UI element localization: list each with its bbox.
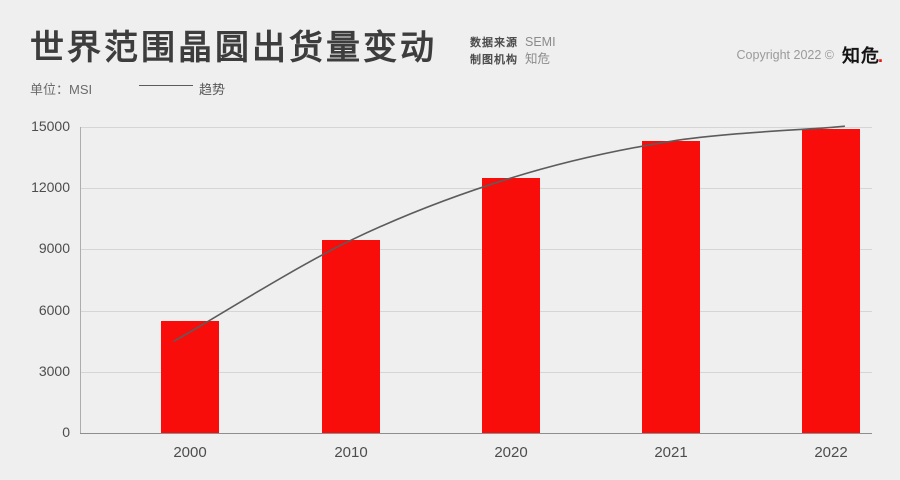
gridline bbox=[80, 249, 872, 251]
y-tick-label: 0 bbox=[62, 424, 70, 440]
y-tick-label: 15000 bbox=[31, 118, 70, 134]
x-tick-label: 2000 bbox=[173, 444, 207, 461]
page-title: 世界范围晶圆出货量变动 bbox=[30, 29, 437, 67]
bar-2010 bbox=[322, 240, 380, 433]
y-tick-label: 12000 bbox=[31, 179, 70, 196]
trend-legend-line bbox=[139, 85, 193, 86]
x-axis-line bbox=[80, 433, 872, 434]
x-tick-label: 2021 bbox=[654, 444, 688, 461]
bar-2022 bbox=[802, 129, 860, 433]
chart-agency-value: 知危 bbox=[525, 52, 551, 66]
credits-block: 数据来源 SEMI 制图机构 知危 bbox=[470, 33, 556, 67]
bar-2021 bbox=[642, 141, 700, 433]
x-tick-label: 2010 bbox=[334, 444, 368, 461]
gridline bbox=[80, 371, 872, 373]
y-tick-label: 9000 bbox=[38, 240, 70, 257]
x-tick-label: 2022 bbox=[814, 444, 848, 461]
bar-2000 bbox=[161, 320, 219, 433]
trend-line bbox=[173, 125, 845, 343]
x-tick-label: 2020 bbox=[494, 444, 528, 461]
y-tick-label: 3000 bbox=[38, 362, 70, 379]
trend-line-layer bbox=[173, 125, 845, 343]
copyright-text: Copyright 2022 © bbox=[736, 48, 834, 62]
data-source-value: SEMI bbox=[525, 35, 556, 49]
gridline bbox=[80, 127, 872, 128]
zhiwei-logo: 知危. bbox=[842, 42, 884, 68]
data-source-row: 数据来源 SEMI bbox=[470, 33, 556, 50]
logo-dot: . bbox=[877, 46, 884, 66]
copyright-block: Copyright 2022 © 知危. bbox=[737, 42, 884, 68]
trend-legend-label: 趋势 bbox=[199, 82, 226, 97]
y-axis-line bbox=[80, 127, 81, 433]
chart-agency-row: 制图机构 知危 bbox=[470, 50, 556, 67]
chart-agency-label: 制图机构 bbox=[470, 54, 518, 66]
y-tick-label: 6000 bbox=[38, 301, 70, 318]
bar-2020 bbox=[482, 178, 540, 433]
unit-label: 单位：MSI bbox=[30, 82, 93, 97]
data-source-label: 数据来源 bbox=[470, 37, 518, 49]
gridline bbox=[80, 310, 872, 312]
logo-text: 知危 bbox=[841, 46, 880, 66]
